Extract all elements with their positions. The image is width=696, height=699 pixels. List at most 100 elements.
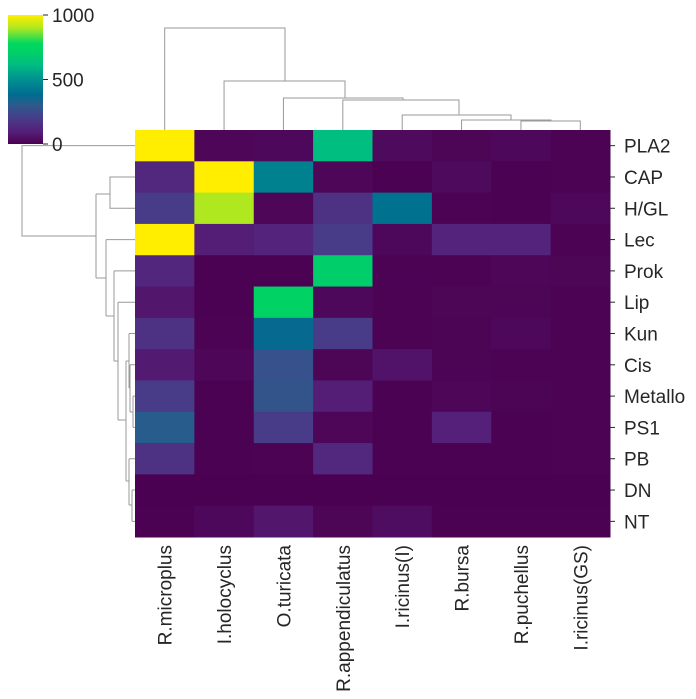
column-label: R.microplus (156, 545, 177, 645)
colorbar-tick-label: 500 (52, 71, 84, 92)
row-label: PB (624, 450, 649, 471)
row-label: CAP (624, 168, 663, 189)
heatmap-cell (491, 130, 552, 162)
heatmap-cell (135, 130, 195, 162)
heatmap-cell (431, 443, 492, 475)
heatmap-cell (372, 161, 433, 194)
heatmap-cell (313, 411, 373, 444)
heatmap-cell (550, 411, 611, 444)
heatmap-cell (253, 443, 314, 475)
heatmap-cell (550, 286, 611, 319)
column-label: R.bursa (453, 545, 474, 612)
dendrograms (21, 27, 581, 522)
dendrogram-branch (126, 458, 135, 505)
heatmap-cell (194, 317, 255, 350)
heatmap-cell (372, 317, 433, 350)
heatmap-cell (253, 130, 314, 162)
row-label: DN (624, 481, 651, 502)
row-label: Kun (624, 325, 658, 346)
heatmap-cell (372, 443, 433, 475)
column-label: I.ricinus(GS) (571, 545, 592, 651)
heatmap-cell (491, 380, 552, 413)
heatmap-cell (194, 255, 255, 288)
heatmap-cell (135, 505, 195, 538)
heatmap-cell (253, 192, 314, 225)
heatmap-cell (372, 192, 433, 225)
heatmap-cell (372, 474, 433, 507)
row-label: H/GL (624, 199, 668, 220)
heatmap-cell (135, 223, 195, 256)
row-label: Prok (624, 262, 664, 283)
heatmap-cell (431, 380, 492, 413)
heatmap-cell (431, 505, 492, 538)
row-labels: PLA2 CAP H/GL Lec Prok Lip Kun Cis Metallo PS1 PB D… (610, 137, 685, 533)
heatmap-cell (253, 474, 314, 507)
heatmap-cell (372, 411, 433, 444)
heatmap-cell (313, 161, 373, 194)
heatmap-cell (135, 443, 195, 475)
heatmap-cell (550, 474, 611, 507)
heatmap-cell (372, 349, 433, 381)
heatmap-cell (253, 505, 314, 538)
heatmap-cell (313, 192, 373, 225)
heatmap-cell (491, 223, 552, 256)
heatmap-cell (135, 286, 195, 319)
heatmap-cell (491, 411, 552, 444)
heatmap-cell (313, 505, 373, 538)
dendrogram-branch (520, 120, 581, 130)
row-label: PS1 (624, 418, 660, 439)
heatmap-cell (491, 286, 552, 319)
heatmap-cell (253, 380, 314, 413)
dendrogram-branch (130, 395, 135, 428)
heatmap-cell (313, 443, 373, 475)
heatmap-cell (194, 443, 255, 475)
dendrogram-branch (401, 114, 512, 130)
heatmap-cell (550, 317, 611, 350)
column-label: O.turicata (274, 545, 295, 628)
row-label: Lip (624, 293, 649, 314)
heatmap-cell (372, 286, 433, 319)
heatmap-cell (253, 411, 314, 444)
heatmap-cell (135, 255, 195, 288)
heatmap-cell (253, 161, 314, 194)
row-label: Cis (624, 356, 651, 377)
heatmap-cell (491, 161, 552, 194)
heatmap-cell (550, 161, 611, 194)
dendrogram-branch (129, 489, 135, 522)
dendrogram-branch (106, 270, 135, 361)
heatmap-cell (313, 474, 373, 507)
heatmap-cell (194, 192, 255, 225)
dendrogram-branch (223, 80, 346, 130)
heatmap-cell (194, 380, 255, 413)
heatmap-cell (431, 192, 492, 225)
column-label: R.puchellus (512, 545, 533, 644)
row-label: Lec (624, 231, 655, 252)
heatmap-cell (135, 317, 195, 350)
heatmap-cell (194, 223, 255, 256)
heatmap-cell (372, 255, 433, 288)
heatmap-cell (372, 223, 433, 256)
row-label: Metallo (624, 387, 685, 408)
heatmap-cell (253, 255, 314, 288)
heatmap-cell (313, 317, 373, 350)
heatmap-cell (253, 223, 314, 256)
heatmap-cell (313, 380, 373, 413)
column-label: I.holocyclus (215, 545, 236, 644)
heatmap-cell (313, 255, 373, 288)
row-label: PLA2 (624, 137, 670, 158)
heatmap-cell (550, 349, 611, 381)
heatmap-cell (313, 130, 373, 162)
heatmap-cells (135, 130, 611, 538)
dendrogram-branch (282, 97, 404, 130)
heatmap-cell (431, 223, 492, 256)
dendrogram-branch (21, 145, 135, 237)
heatmap-cell (313, 223, 373, 256)
heatmap-cell (431, 411, 492, 444)
heatmap-cell (431, 474, 492, 507)
dendrogram-branch (129, 364, 135, 412)
colorbar-tick-label: 1000 (52, 6, 94, 27)
heatmap-cell (491, 192, 552, 225)
heatmap-cell (194, 474, 255, 507)
dendrogram-branch (126, 333, 135, 388)
